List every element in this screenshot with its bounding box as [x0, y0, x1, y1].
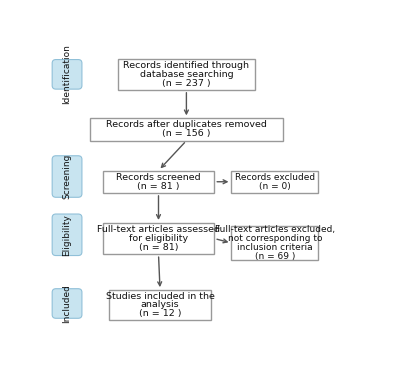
FancyBboxPatch shape — [52, 289, 82, 318]
Text: database searching: database searching — [140, 70, 233, 79]
Text: (n = 81 ): (n = 81 ) — [137, 182, 180, 191]
Text: inclusion criteria: inclusion criteria — [237, 243, 312, 252]
FancyBboxPatch shape — [90, 118, 282, 141]
Text: not corresponding to: not corresponding to — [228, 234, 322, 243]
Text: (n = 12 ): (n = 12 ) — [139, 310, 181, 319]
Text: Full-text articles assessed: Full-text articles assessed — [97, 225, 220, 234]
Text: Included: Included — [62, 284, 72, 323]
FancyBboxPatch shape — [103, 223, 214, 254]
Text: analysis: analysis — [141, 300, 179, 310]
Text: Records screened: Records screened — [116, 173, 201, 182]
Text: Records after duplicates removed: Records after duplicates removed — [106, 121, 267, 130]
FancyBboxPatch shape — [109, 290, 211, 320]
Text: (n = 0): (n = 0) — [259, 182, 291, 191]
Text: (n = 81): (n = 81) — [139, 243, 178, 252]
Text: (n = 156 ): (n = 156 ) — [162, 130, 211, 139]
Text: Eligibility: Eligibility — [62, 214, 72, 256]
Text: for eligibility: for eligibility — [129, 234, 188, 243]
Text: (n = 69 ): (n = 69 ) — [254, 252, 295, 261]
Text: Full-text articles excluded,: Full-text articles excluded, — [215, 225, 335, 234]
FancyBboxPatch shape — [231, 171, 318, 193]
FancyBboxPatch shape — [52, 214, 82, 256]
Text: Records identified through: Records identified through — [123, 61, 250, 70]
FancyBboxPatch shape — [103, 171, 214, 193]
Text: Studies included in the: Studies included in the — [106, 291, 214, 301]
Text: Records excluded: Records excluded — [235, 173, 315, 182]
Text: Screening: Screening — [62, 154, 72, 199]
FancyBboxPatch shape — [118, 59, 255, 90]
Text: (n = 237 ): (n = 237 ) — [162, 79, 211, 88]
FancyBboxPatch shape — [52, 156, 82, 197]
FancyBboxPatch shape — [52, 59, 82, 89]
FancyBboxPatch shape — [231, 226, 318, 260]
Text: Identification: Identification — [62, 44, 72, 104]
